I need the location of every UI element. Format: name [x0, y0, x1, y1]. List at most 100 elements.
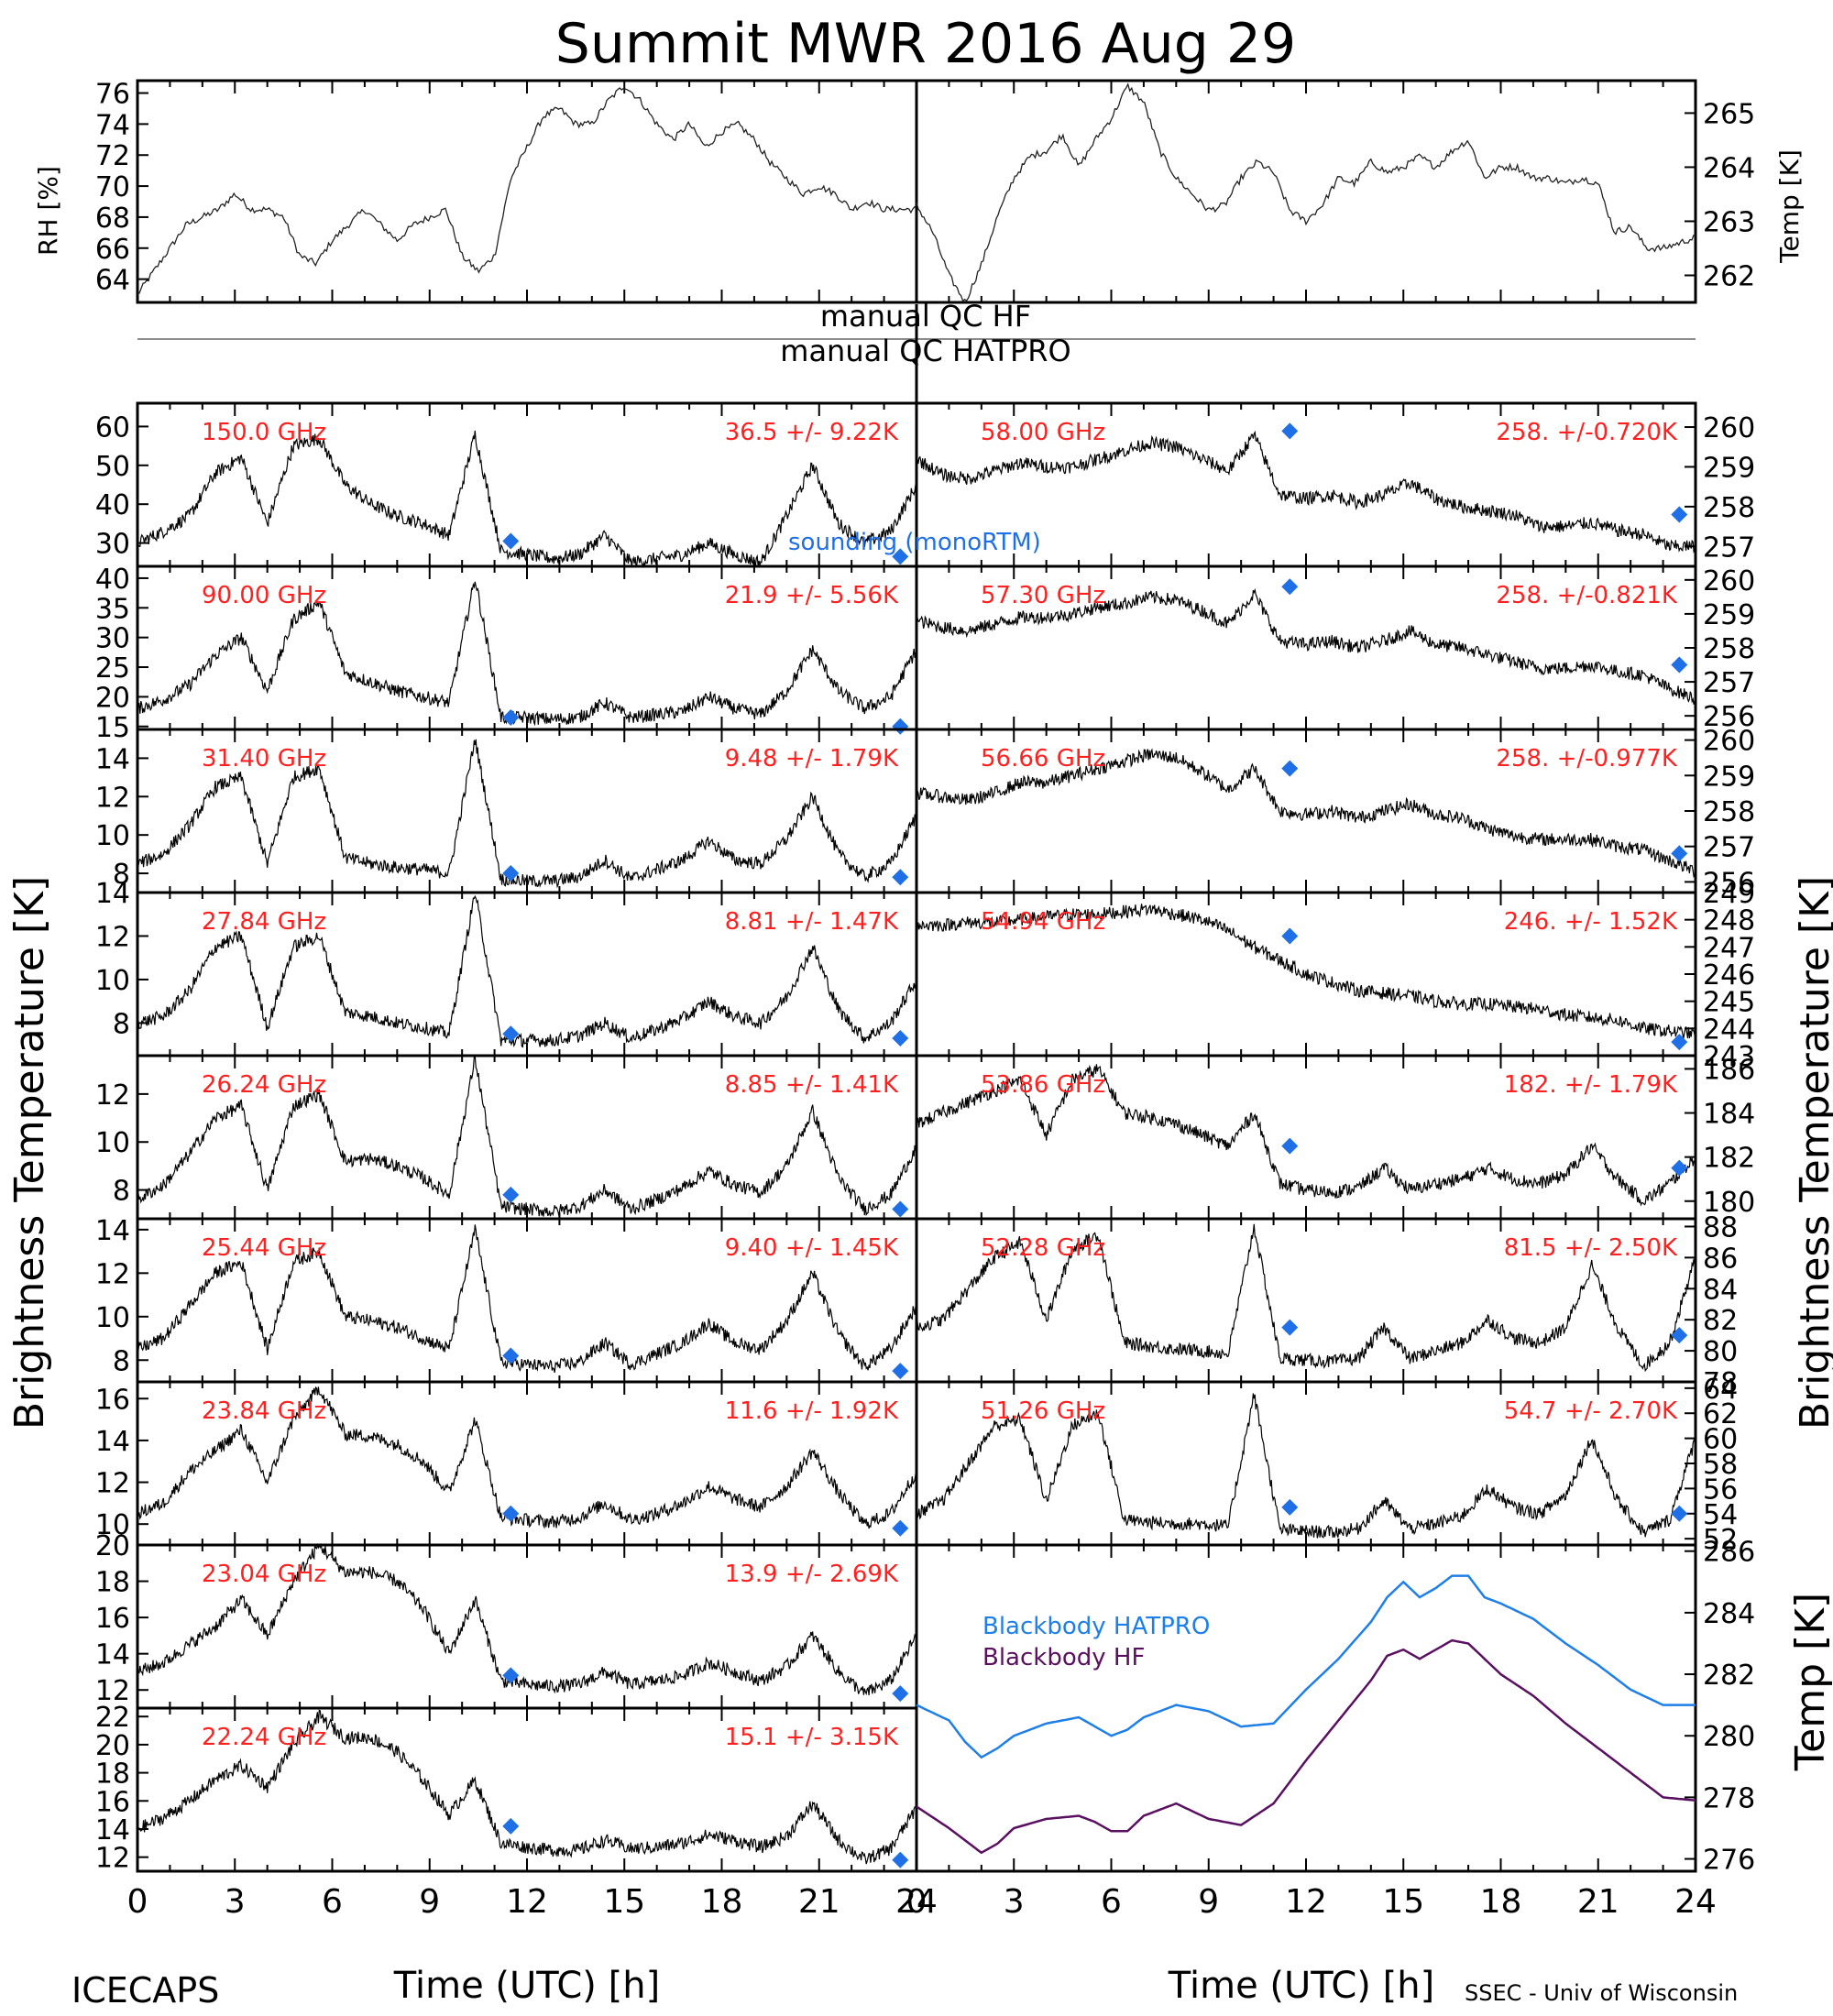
y-tick-label: 180	[1703, 1187, 1755, 1219]
legend-bb-hf: Blackbody HF	[982, 1644, 1145, 1671]
x-tick-label: 15	[1382, 1883, 1424, 1921]
channel-stat: 9.40 +/- 1.45K	[725, 1234, 899, 1262]
channel-label: 150.0 GHz	[202, 419, 326, 446]
y-tick-label: 14	[95, 1215, 130, 1247]
channel-panel: 12 14 16 18 20 23.04 GHz 13.9 +/- 2.69K	[95, 1530, 918, 1710]
y-tick-label: 16	[95, 1786, 130, 1818]
channel-stat: 21.9 +/- 5.56K	[725, 582, 899, 609]
y-tick-label: 64	[95, 265, 130, 297]
channel-trace	[916, 587, 1696, 705]
y-tick-label: 257	[1703, 667, 1755, 699]
sounding-point	[892, 548, 909, 565]
y-tick-label: 66	[95, 234, 130, 266]
legend-bb-hatpro: Blackbody HATPRO	[982, 1613, 1210, 1640]
met-trace	[916, 82, 1696, 302]
ylabel-right-main: Brightness Temperature [K]	[1792, 876, 1833, 1430]
y-tick-label: 262	[1703, 260, 1755, 292]
y-tick-label: 50	[95, 451, 130, 483]
y-tick-label: 259	[1703, 599, 1755, 631]
channel-trace	[137, 1542, 917, 1696]
y-tick-label: 12	[95, 1675, 130, 1707]
sounding-point	[1281, 760, 1299, 777]
sounding-point	[1281, 422, 1299, 440]
sounding-point	[892, 1200, 909, 1218]
y-tick-label: 14	[95, 878, 130, 910]
y-tick-label: 80	[1703, 1336, 1738, 1368]
y-tick-label: 258	[1703, 796, 1755, 828]
y-tick-label: 88	[1703, 1211, 1738, 1244]
channel-label: 90.00 GHz	[202, 582, 326, 609]
y-tick-label: 35	[95, 593, 130, 625]
channel-stat: 36.5 +/- 9.22K	[725, 419, 899, 446]
y-tick-label: 76	[95, 79, 130, 111]
sounding-point	[1671, 1505, 1688, 1522]
y-tick-label: 10	[95, 820, 130, 852]
y-tick-label: 248	[1703, 905, 1755, 937]
sounding-point	[502, 1186, 520, 1203]
y-tick-label: 60	[1703, 1424, 1738, 1456]
sounding-point	[892, 1685, 909, 1703]
y-tick-label: 264	[1703, 152, 1755, 184]
y-tick-label: 284	[1703, 1598, 1755, 1630]
y-tick-label: 245	[1703, 987, 1755, 1019]
y-tick-label: 18	[95, 1567, 130, 1599]
channel-label: 22.24 GHz	[202, 1724, 326, 1751]
channel-trace	[137, 581, 917, 727]
y-tick-label: 78	[1703, 1367, 1738, 1399]
y-tick-label: 276	[1703, 1845, 1755, 1877]
sounding-point	[1281, 927, 1299, 945]
y-tick-label: 18	[95, 1759, 130, 1791]
x-tick-label: 18	[1480, 1883, 1522, 1921]
channel-label: 56.66 GHz	[981, 745, 1105, 772]
channel-stat: 54.7 +/- 2.70K	[1504, 1397, 1678, 1425]
channel-trace	[916, 430, 1696, 553]
y-tick-label: 257	[1703, 832, 1755, 864]
channel-panel: 8 10 12 14 27.84 GHz 8.81 +/- 1.47K	[95, 878, 918, 1057]
y-tick-label: 8	[113, 859, 130, 891]
sounding-point	[892, 1851, 909, 1868]
sounding-point	[1281, 578, 1299, 596]
y-tick-label: 60	[95, 411, 130, 444]
y-tick-label: 256	[1703, 867, 1755, 899]
y-tick-label: 40	[95, 489, 130, 521]
y-tick-label: 82	[1703, 1305, 1738, 1337]
ylabel-bb: Temp [K]	[1787, 1593, 1833, 1771]
channel-label: 51.26 GHz	[981, 1397, 1105, 1425]
ylabel-rh: RH [%]	[33, 166, 63, 256]
y-tick-label: 258	[1703, 633, 1755, 665]
channel-panel: 257 258 259 260 58.00 GHz 258. +/-0.720K	[915, 401, 1755, 568]
x-tick-label: 3	[225, 1883, 246, 1921]
channel-trace	[137, 1224, 917, 1374]
channel-panel: 180 182 184 186 53.86 GHz 182. +/- 1.79K	[915, 1054, 1755, 1221]
y-tick-label: 22	[95, 1702, 130, 1734]
x-tick-label: 9	[1198, 1883, 1219, 1921]
sounding-point	[502, 1817, 520, 1835]
y-tick-label: 52	[1703, 1524, 1738, 1556]
y-tick-label: 10	[95, 1509, 130, 1541]
y-tick-label: 20	[95, 682, 130, 714]
channel-label: 53.86 GHz	[981, 1071, 1105, 1099]
channel-panel: 8 10 12 26.24 GHz 8.85 +/- 1.41K	[95, 1054, 918, 1221]
sounding-point	[1671, 1327, 1688, 1344]
channel-label: 31.40 GHz	[202, 745, 326, 772]
y-tick-label: 265	[1703, 98, 1755, 130]
qc-hatpro-label: manual QC HATPRO	[780, 334, 1070, 368]
x-tick-label: 15	[603, 1883, 645, 1921]
x-tick-label: 0	[906, 1883, 927, 1921]
channel-trace	[137, 1054, 917, 1217]
y-tick-label: 20	[95, 1730, 130, 1762]
met-panel-frame	[915, 79, 1697, 304]
y-tick-label: 10	[95, 1302, 130, 1334]
y-tick-label: 20	[95, 1530, 130, 1562]
y-tick-label: 10	[95, 965, 130, 997]
y-tick-label: 257	[1703, 531, 1755, 564]
channel-label: 27.84 GHz	[202, 908, 326, 936]
channel-label: 23.04 GHz	[202, 1561, 326, 1588]
channel-stat: 182. +/- 1.79K	[1504, 1071, 1678, 1099]
y-tick-label: 246	[1703, 959, 1755, 992]
channel-panel: 8 10 12 14 25.44 GHz 9.40 +/- 1.45K	[95, 1215, 918, 1384]
